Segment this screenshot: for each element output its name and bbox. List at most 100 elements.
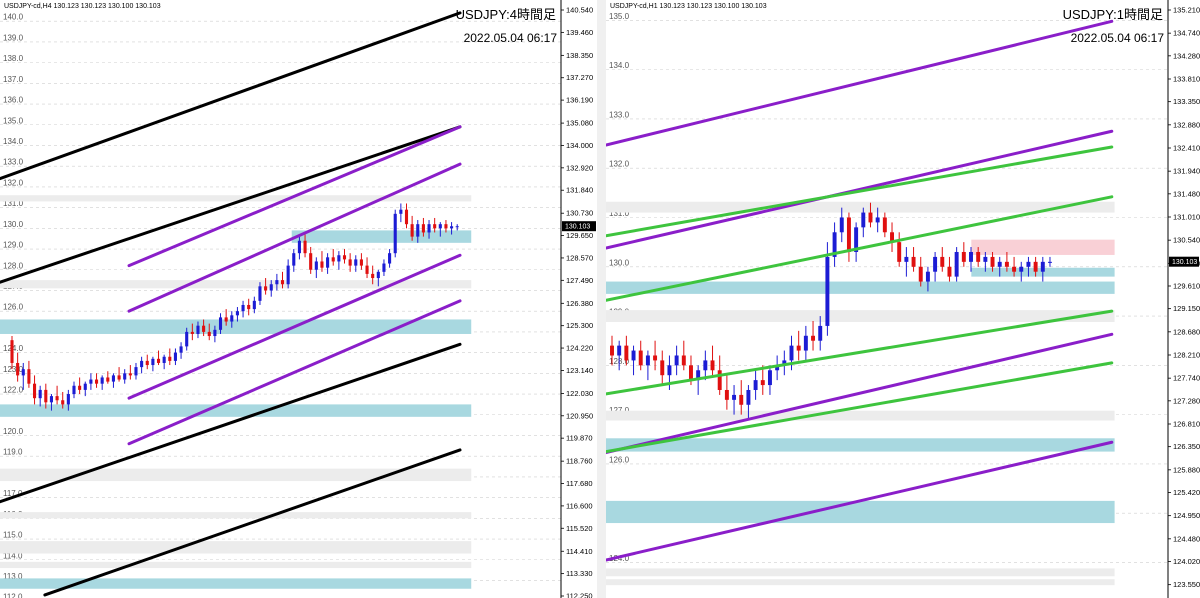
chart-0-grid-label: 126.0 [3, 303, 24, 312]
chart-0-candle-body [100, 377, 104, 384]
chart-1-header: USDJPY-cd,H1 130.123 130.123 130.100 130… [610, 3, 767, 10]
chart-1-zone [971, 239, 1115, 255]
chart-1-candle-body [954, 251, 959, 277]
chart-1-grid-label: 135.0 [609, 12, 630, 21]
chart-1-candle-body [746, 389, 751, 405]
chart-0-trendline [0, 342, 462, 504]
chart-0-grid-label: 117.0 [3, 489, 23, 498]
chart-pane-h4[interactable]: 140.0 139.0 138.0 137.0 136.0 135.0 134.0 133.0… [0, 0, 597, 598]
chart-0-candle-body [213, 329, 217, 337]
chart-1-trendline [606, 309, 1114, 396]
chart-0-candle-body [190, 331, 194, 334]
chart-0-candle-body [106, 377, 110, 382]
chart-0-grid-label: 137.0 [3, 75, 24, 84]
chart-0-candle-body [388, 253, 392, 264]
chart-pane-h1[interactable]: 135.0134.0133.0132.0131.0130.0129.0128.0… [606, 0, 1200, 598]
chart-1-candle-body [660, 360, 665, 376]
chart-0-grid-label: 128.0 [3, 261, 24, 270]
chart-0-grid-label: 132.0 [3, 178, 24, 187]
chart-1-zone [606, 410, 1115, 421]
pane-divider[interactable] [597, 0, 606, 598]
chart-1-candle-body [1048, 261, 1052, 263]
chart-0-trendline [127, 162, 462, 313]
chart-1-candle-body [1012, 266, 1017, 272]
chart-1-axis-tick-label: 128.210 [1173, 350, 1200, 359]
chart-0-grid-label: 123.0 [3, 365, 24, 374]
chart-1-candle-body [940, 256, 945, 267]
chart-1-candle-body [882, 217, 887, 233]
chart-1-axis-tick-label: 135.210 [1173, 6, 1200, 15]
chart-1-candle-body [925, 271, 930, 282]
chart-1-candle-body [875, 217, 880, 223]
chart-0-grid-label: 131.0 [3, 199, 24, 208]
chart-0-axis-tick-label: 114.410 [566, 547, 593, 556]
chart-0-candle-body [72, 385, 76, 395]
chart-1-trendline [606, 440, 1114, 562]
chart-0-axis-tick-label: 131.840 [566, 186, 593, 195]
chart-0-candle-body [156, 358, 161, 363]
chart-1-candle-body [645, 355, 650, 366]
chart-1-candle-body [854, 227, 859, 252]
chart-1-candle-body [631, 350, 636, 361]
chart-1-timestamp: 2022.05.04 06:17 [1071, 31, 1165, 45]
chart-canvas-h1[interactable]: 135.0134.0133.0132.0131.0130.0129.0128.0… [606, 0, 1200, 598]
chart-0-axis-tick-label: 132.920 [566, 163, 593, 172]
chart-0-candle-body [258, 286, 262, 301]
chart-0-axis-tick-label: 138.350 [566, 51, 593, 60]
chart-1-candle-body [703, 360, 708, 371]
chart-0-candle-body [280, 280, 285, 285]
chart-0-candle-body [241, 304, 245, 312]
chart-1-candle-body [732, 394, 737, 400]
chart-0-zone [0, 404, 472, 417]
chart-0-zone [0, 468, 472, 482]
chart-1-candle-body [674, 355, 679, 366]
chart-0-grid-label: 139.0 [3, 33, 24, 42]
chart-1-candle-body [696, 370, 701, 381]
chart-0-axis-tick-label: 135.080 [566, 119, 593, 128]
chart-0-candle-body [348, 259, 352, 266]
chart-1-candle-body [846, 217, 851, 252]
chart-1-grid-label: 133.0 [609, 110, 630, 119]
chart-1-candle-body [961, 251, 966, 262]
chart-0-axis-tick-label: 124.220 [566, 344, 593, 353]
chart-1-candle-body [832, 232, 837, 257]
chart-1-candle-body [789, 345, 794, 361]
chart-0-candle-body [371, 273, 375, 279]
chart-0-axis-tick-label: 120.950 [566, 411, 593, 420]
chart-0-grid-label: 129.0 [3, 241, 24, 250]
chart-0-grid-label: 130.0 [3, 220, 24, 229]
chart-0-candle-body [32, 383, 37, 399]
chart-0-candle-body [61, 400, 65, 405]
chart-0-candle-body [314, 261, 318, 270]
chart-1-grid-label: 134.0 [609, 61, 630, 70]
chart-0-axis-tick-label: 122.030 [566, 389, 593, 398]
chart-1-candle-body [760, 380, 765, 386]
chart-0-zone [0, 512, 472, 519]
chart-0-axis-tick-label: 118.760 [566, 457, 593, 466]
chart-1-candle-body [638, 350, 643, 366]
chart-1-zone [606, 500, 1115, 524]
chart-0-axis-tick-label: 112.250 [566, 592, 593, 598]
chart-0-grid-label: 135.0 [3, 116, 24, 125]
chart-0-candle-body [224, 317, 228, 322]
chart-0-candle-body [450, 226, 454, 229]
chart-1-candle-body [969, 251, 973, 262]
chart-0-candle-body [27, 369, 31, 384]
chart-0-axis-bg [561, 0, 597, 598]
chart-0-axis-tick-label: 115.520 [566, 524, 593, 533]
chart-0-axis-tick-label: 125.300 [566, 321, 593, 330]
chart-0-current-price: 130.103 [565, 224, 590, 231]
chart-0-axis-tick-label: 130.730 [566, 209, 593, 218]
chart-0-candle-body [230, 315, 234, 322]
chart-0-candle-body [359, 259, 363, 266]
chart-0-grid-label: 136.0 [3, 96, 24, 105]
chart-1-axis-tick-label: 129.610 [1173, 281, 1200, 290]
chart-0-current-price-bg [562, 221, 596, 232]
chart-canvas-h4[interactable]: 140.0 139.0 138.0 137.0 136.0 135.0 134.0 133.0… [0, 0, 597, 598]
chart-1-candle-body [1040, 261, 1045, 272]
chart-1-candle-body [689, 365, 693, 381]
chart-1-candle-body [861, 212, 866, 228]
chart-0-candle-body [427, 224, 431, 233]
chart-0-candle-body [382, 263, 386, 272]
chart-1-grid-label: 127.0 [609, 406, 630, 415]
